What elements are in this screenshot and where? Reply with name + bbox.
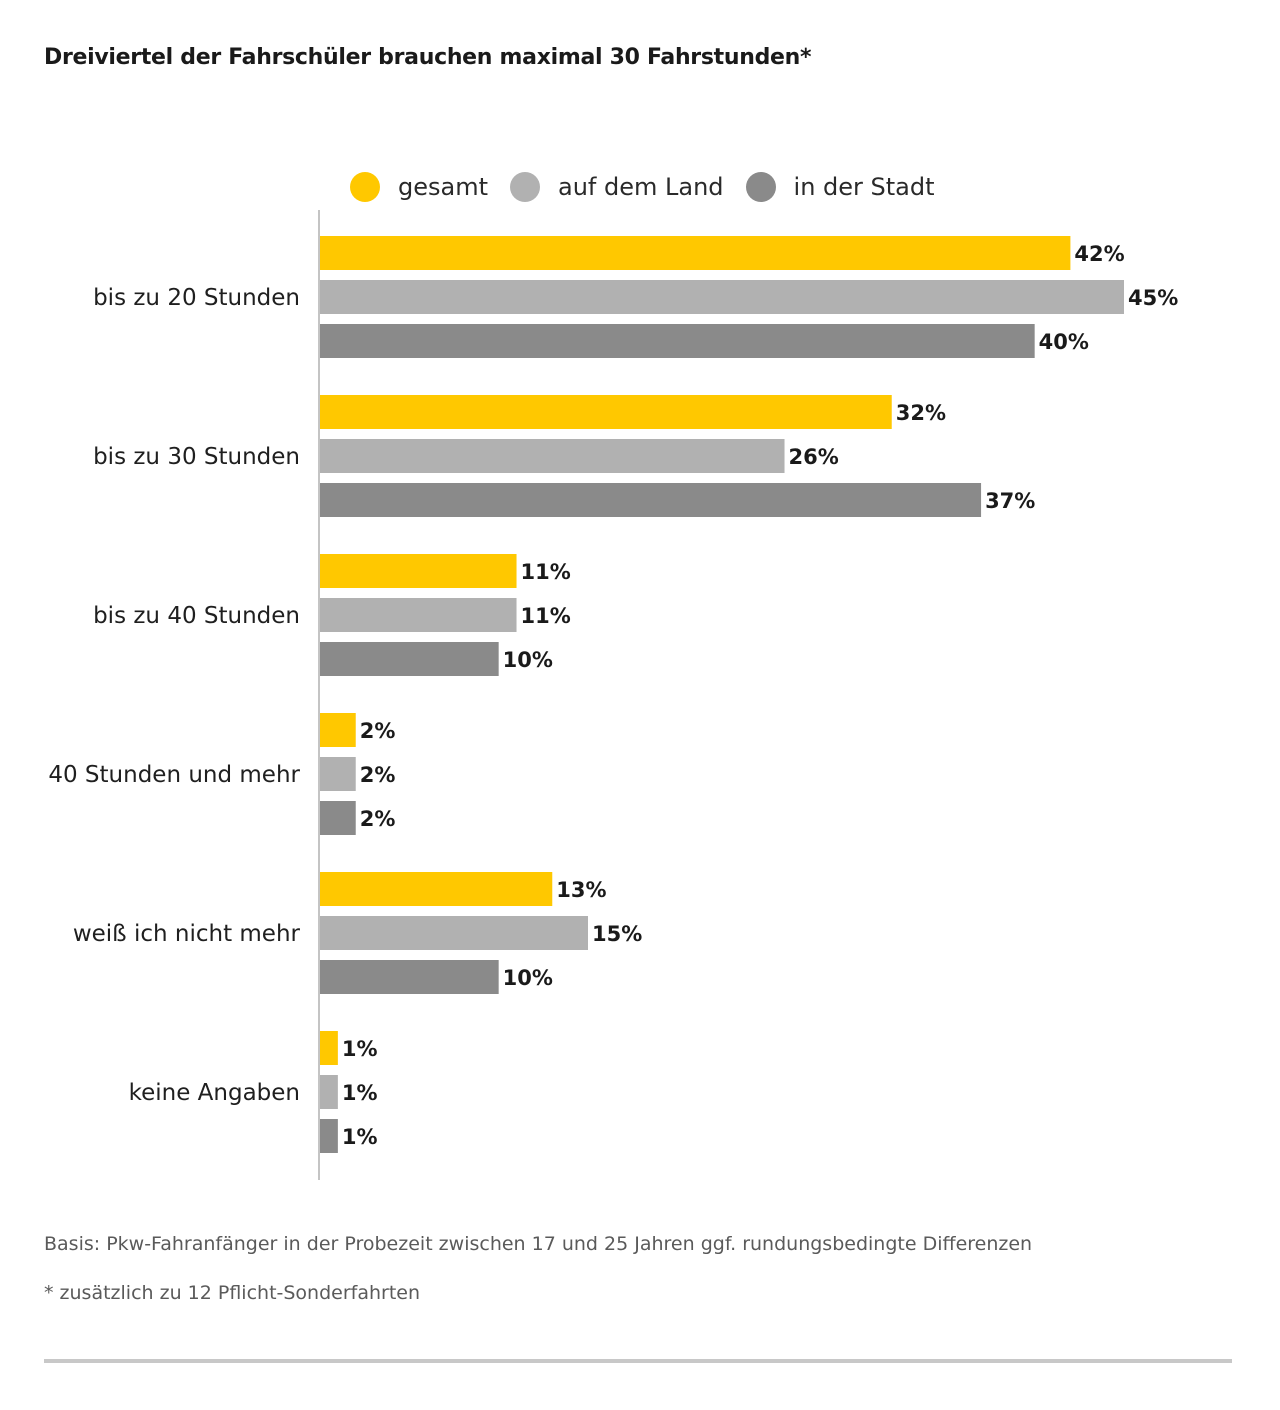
- bar-keine-angaben-auf-dem-land: [320, 1075, 338, 1109]
- bar-bis-zu-30-stunden-auf-dem-land: [320, 439, 785, 473]
- value-label-bis-zu-20-stunden-auf-dem-land: 45%: [1128, 286, 1178, 310]
- value-label-bis-zu-40-stunden-auf-dem-land: 11%: [521, 604, 571, 628]
- value-label-40-stunden-und-mehr-in-der-stadt: 2%: [360, 807, 396, 831]
- legend-dot-gesamt: [350, 172, 380, 202]
- legend-label-land: auf dem Land: [558, 173, 724, 201]
- category-label-bis-zu-20-stunden: bis zu 20 Stunden: [93, 285, 300, 311]
- value-label-weiss-ich-nicht-mehr-gesamt: 13%: [556, 878, 606, 902]
- value-label-bis-zu-30-stunden-auf-dem-land: 26%: [789, 445, 839, 469]
- bar-keine-angaben-gesamt: [320, 1031, 338, 1065]
- legend-label-gesamt: gesamt: [398, 173, 488, 201]
- value-label-bis-zu-20-stunden-in-der-stadt: 40%: [1039, 330, 1089, 354]
- legend-dot-stadt: [745, 172, 776, 202]
- bar-bis-zu-40-stunden-gesamt: [320, 554, 517, 588]
- value-label-keine-angaben-gesamt: 1%: [342, 1037, 378, 1061]
- value-label-40-stunden-und-mehr-auf-dem-land: 2%: [360, 763, 396, 787]
- category-label-bis-zu-30-stunden: bis zu 30 Stunden: [93, 444, 300, 470]
- value-label-bis-zu-40-stunden-gesamt: 11%: [521, 560, 571, 584]
- category-label-bis-zu-40-stunden: bis zu 40 Stunden: [93, 603, 300, 629]
- bar-weiss-ich-nicht-mehr-gesamt: [320, 872, 553, 906]
- bar-bis-zu-20-stunden-gesamt: [320, 236, 1071, 270]
- legend-item-land: auf dem Land: [510, 172, 724, 202]
- legend: gesamt auf dem Land in der Stadt: [350, 172, 957, 202]
- bottom-divider: [44, 1359, 1232, 1363]
- legend-item-gesamt: gesamt: [350, 172, 488, 202]
- bar-keine-angaben-in-der-stadt: [320, 1119, 338, 1153]
- value-label-40-stunden-und-mehr-gesamt: 2%: [360, 719, 396, 743]
- value-label-keine-angaben-auf-dem-land: 1%: [342, 1081, 378, 1105]
- legend-label-stadt: in der Stadt: [793, 173, 935, 201]
- category-label-weiss-ich-nicht-mehr: weiß ich nicht mehr: [73, 921, 301, 947]
- bar-weiss-ich-nicht-mehr-auf-dem-land: [320, 916, 588, 950]
- value-label-bis-zu-20-stunden-gesamt: 42%: [1074, 242, 1124, 266]
- bar-bis-zu-30-stunden-in-der-stadt: [320, 483, 982, 517]
- bar-bis-zu-40-stunden-auf-dem-land: [320, 598, 517, 632]
- bar-40-stunden-und-mehr-in-der-stadt: [320, 801, 356, 835]
- bar-bis-zu-40-stunden-in-der-stadt: [320, 642, 499, 676]
- category-label-keine-angaben: keine Angaben: [129, 1080, 300, 1106]
- bar-weiss-ich-nicht-mehr-in-der-stadt: [320, 960, 499, 994]
- footnote-asterisk: * zusätzlich zu 12 Pflicht-Sonderfahrten: [44, 1282, 421, 1304]
- value-label-weiss-ich-nicht-mehr-in-der-stadt: 10%: [503, 966, 553, 990]
- legend-item-stadt: in der Stadt: [745, 172, 935, 202]
- category-label-40-stunden-und-mehr: 40 Stunden und mehr: [48, 762, 300, 788]
- bar-bis-zu-20-stunden-in-der-stadt: [320, 324, 1035, 358]
- bar-chart: bis zu 20 Stunden 42%45% 40% bis zu 30 Stun…: [48, 210, 1178, 1180]
- value-label-bis-zu-30-stunden-in-der-stadt: 37%: [985, 489, 1035, 513]
- bar-40-stunden-und-mehr-gesamt: [320, 713, 356, 747]
- chart-title: Dreiviertel der Fahrschüler brauchen max…: [44, 45, 812, 70]
- value-label-bis-zu-30-stunden-gesamt: 32%: [896, 401, 946, 425]
- footnote-basis: Basis: Pkw-Fahranfänger in der Probezeit…: [44, 1233, 1033, 1255]
- value-label-weiss-ich-nicht-mehr-auf-dem-land: 15%: [592, 922, 642, 946]
- value-label-bis-zu-40-stunden-in-der-stadt: 10%: [503, 648, 553, 672]
- bar-bis-zu-30-stunden-gesamt: [320, 395, 892, 429]
- bar-bis-zu-20-stunden-auf-dem-land: [320, 280, 1124, 314]
- bar-40-stunden-und-mehr-auf-dem-land: [320, 757, 356, 791]
- legend-dot-land: [510, 172, 540, 202]
- value-label-keine-angaben-in-der-stadt: 1%: [342, 1125, 378, 1149]
